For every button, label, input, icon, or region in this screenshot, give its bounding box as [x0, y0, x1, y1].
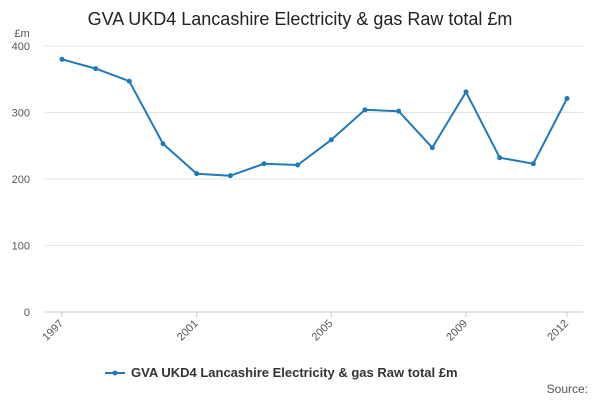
y-tick-label-100: 100	[12, 241, 30, 253]
data-point-1998	[93, 66, 99, 72]
series-group	[59, 56, 570, 179]
x-tick-label-2012: 2012	[545, 318, 571, 344]
y-tick-label-400: 400	[12, 41, 30, 53]
x-tick-label-1997: 1997	[40, 318, 66, 344]
chart-title: GVA UKD4 Lancashire Electricity & gas Ra…	[88, 9, 513, 29]
data-point-2004	[295, 162, 301, 168]
y-tick-label-0: 0	[24, 307, 30, 319]
data-point-2002	[227, 173, 233, 179]
data-point-2009	[463, 89, 469, 95]
series-line-0	[61, 58, 568, 177]
data-point-2008	[429, 145, 435, 151]
data-point-2012	[564, 96, 570, 102]
y-tick-label-300: 300	[12, 108, 30, 120]
y-axis-unit: £m	[14, 28, 29, 40]
data-point-2011	[530, 161, 536, 167]
x-tick-label-2001: 2001	[175, 318, 201, 344]
legend-label: GVA UKD4 Lancashire Electricity & gas Ra…	[131, 365, 458, 380]
x-axis-ticks: 1997 2001 2005 2009 2012	[40, 312, 571, 343]
data-point-2010	[497, 155, 503, 161]
data-point-2001	[194, 171, 200, 177]
x-tick-label-2005: 2005	[310, 318, 336, 344]
legend-swatch-marker	[112, 370, 118, 376]
y-axis-ticks: 0 100 200 300 400	[12, 41, 30, 319]
data-point-2007	[396, 108, 402, 114]
data-point-2000	[160, 141, 166, 147]
data-point-2003	[261, 161, 267, 167]
source-label: Source:	[547, 382, 588, 396]
data-point-2005	[328, 137, 334, 143]
data-point-2006	[362, 107, 368, 113]
y-tick-label-200: 200	[12, 174, 30, 186]
data-point-1999	[126, 78, 132, 84]
gridlines	[45, 45, 583, 313]
x-tick-label-2009: 2009	[444, 318, 470, 344]
data-point-1997	[59, 56, 65, 62]
legend[interactable]: GVA UKD4 Lancashire Electricity & gas Ra…	[105, 365, 458, 380]
